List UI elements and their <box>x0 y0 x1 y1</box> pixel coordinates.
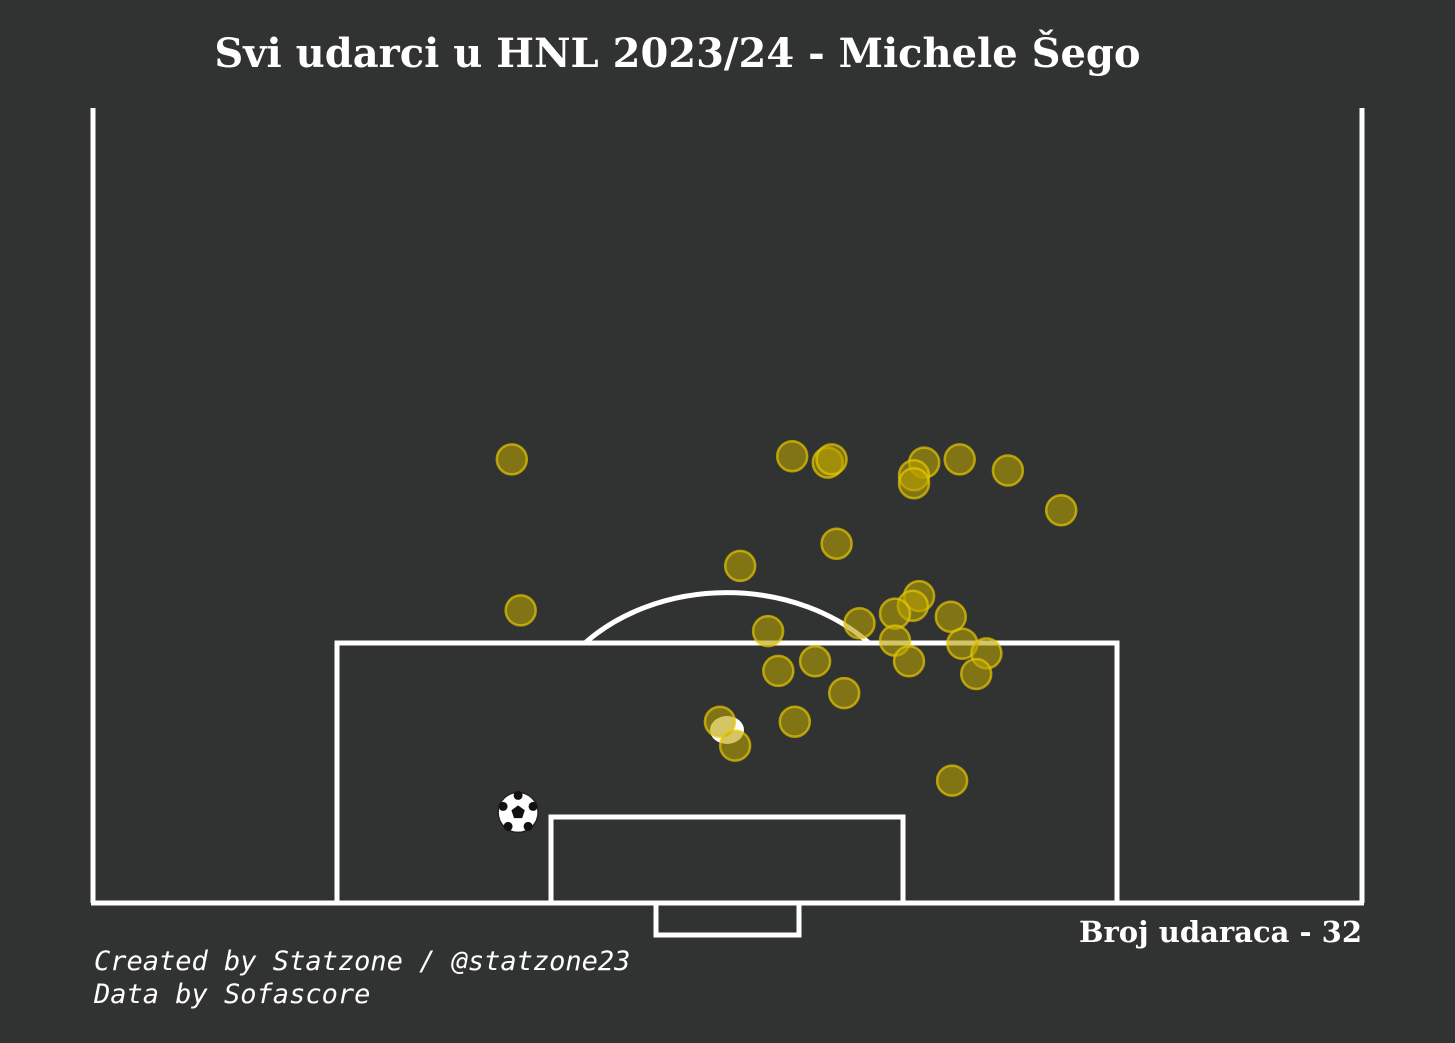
shot-count: Broj udaraca - 32 <box>1079 915 1362 949</box>
shot-marker-23 <box>892 645 926 678</box>
goals-layer <box>497 790 539 834</box>
shot-marker-30 <box>935 764 969 797</box>
shot-marker-2 <box>820 527 853 560</box>
shots-layer <box>495 439 1078 797</box>
shot-marker-14 <box>504 594 537 627</box>
credit-line-data: Data by Sofascore <box>94 979 371 1010</box>
shot-marker-9 <box>897 466 931 500</box>
chart-title: Svi udarci u HNL 2023/24 - Michele Šego <box>214 30 1141 77</box>
shot-marker-1 <box>751 614 785 648</box>
shot-marker-31 <box>827 676 861 710</box>
shot-marker-6 <box>495 443 529 476</box>
shot-marker-25 <box>762 654 795 688</box>
six-yard-box <box>548 814 906 906</box>
shot-marker-12 <box>1044 494 1078 527</box>
shot-marker-26 <box>959 657 993 691</box>
shot-marker-10 <box>943 443 976 476</box>
shot-marker-18 <box>843 606 876 640</box>
penalty-box <box>334 640 1120 906</box>
shot-marker-5 <box>815 443 848 476</box>
shot-marker-28 <box>778 705 812 738</box>
credit-line-created: Created by Statzone / @statzone23 <box>94 946 631 977</box>
goal-frame <box>653 900 802 938</box>
goal-ball-icon-1 <box>497 790 539 834</box>
shot-marker-24 <box>798 645 832 678</box>
shot-marker-27 <box>703 705 737 738</box>
shot-marker-13 <box>723 549 757 583</box>
penalty-arc <box>583 590 871 645</box>
shot-marker-29 <box>718 729 752 762</box>
shot-marker-11 <box>991 454 1025 487</box>
shot-marker-17 <box>878 597 912 630</box>
shot-marker-20 <box>934 600 968 634</box>
shot-marker-3 <box>775 439 809 473</box>
